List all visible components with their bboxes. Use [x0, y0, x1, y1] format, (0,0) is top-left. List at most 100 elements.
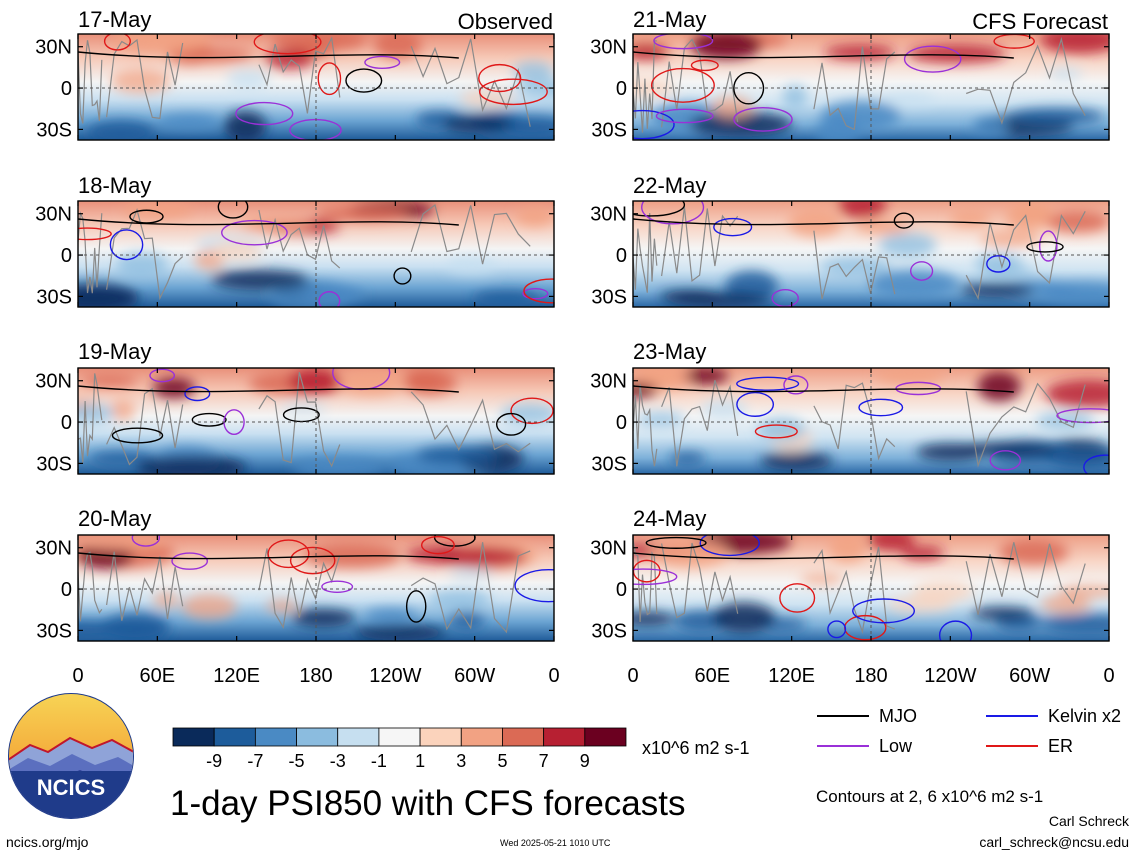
colorbar-swatch	[296, 727, 339, 747]
panel-date: 20-May	[78, 506, 151, 531]
map-panel	[77, 33, 555, 141]
map-panel	[632, 367, 1110, 475]
legend-item: ER	[986, 736, 1073, 756]
panel-date: 23-May	[633, 339, 706, 364]
latitude-label: 30N	[35, 37, 72, 59]
panel-date: 19-May	[78, 339, 151, 364]
website-link[interactable]: ncics.org/mjo	[6, 834, 89, 850]
colorbar-tick-label: 9	[580, 751, 590, 771]
panel-date: 17-May	[78, 7, 151, 32]
longitude-label: 0	[548, 665, 559, 687]
latitude-label: 0	[616, 579, 627, 601]
latitude-label: 30S	[36, 119, 72, 141]
longitude-label: 180	[854, 665, 887, 687]
longitude-label: 120W	[924, 665, 976, 687]
wave-contours	[633, 201, 1064, 307]
longitude-label: 0	[1103, 665, 1114, 687]
wave-contours	[78, 535, 554, 623]
colorbar-swatch	[337, 727, 380, 747]
legend-label: Kelvin x2	[1048, 706, 1121, 726]
longitude-labels: 0 60E 120E 180 120W 60W 0 0 60E 120E 180 120W 60W 0	[72, 665, 1114, 687]
latitude-label: 30S	[591, 119, 627, 141]
legend-label: MJO	[879, 706, 917, 726]
longitude-label: 60W	[454, 665, 495, 687]
latitude-label: 30S	[591, 453, 627, 475]
longitude-label: 60W	[1009, 665, 1050, 687]
map-panel	[77, 367, 555, 475]
field-anomalies	[78, 201, 554, 307]
latitude-label: 0	[616, 245, 627, 267]
map-panel	[632, 33, 1110, 141]
colorbar-tick-label: 5	[497, 751, 507, 771]
coastlines	[633, 380, 1086, 468]
longitude-label: 120W	[369, 665, 421, 687]
colorbar-swatch	[213, 727, 256, 747]
latitude-label: 0	[61, 245, 72, 267]
latitude-label: 0	[61, 78, 72, 100]
forecast-panels	[632, 33, 1110, 642]
latitude-label: 30S	[36, 286, 72, 308]
panel-date: 21-May	[633, 7, 706, 32]
latitude-label: 0	[616, 78, 627, 100]
field-anomalies	[87, 34, 554, 140]
longitude-label: 60E	[695, 665, 731, 687]
legend-label: Low	[879, 736, 913, 756]
observed-panels	[77, 33, 555, 642]
timestamp: Wed 2025-05-21 1010 UTC	[500, 838, 611, 848]
latitude-label: 30N	[35, 371, 72, 393]
coastlines	[78, 372, 531, 468]
colorbar-swatch	[584, 727, 627, 747]
longitude-label: 120E	[768, 665, 815, 687]
colorbar-swatch	[543, 727, 586, 747]
longitude-label: 0	[72, 665, 83, 687]
latitude-label: 30N	[35, 538, 72, 560]
longitude-label: 180	[299, 665, 332, 687]
field-anomalies	[633, 368, 1109, 471]
field-anomalies	[659, 201, 1109, 307]
field-anomalies	[633, 535, 1109, 635]
latitude-label: 30S	[591, 286, 627, 308]
latitude-label: 30N	[590, 371, 627, 393]
contours-note: Contours at 2, 6 x10^6 m2 s-1	[816, 787, 1044, 806]
contour-legend: MJO Kelvin x2 Low ER	[817, 706, 1121, 756]
wave-contours	[78, 201, 554, 307]
colorbar-tick-label: -7	[247, 751, 263, 771]
legend-label: ER	[1048, 736, 1073, 756]
colorbar-swatch	[254, 727, 297, 747]
colorbar-swatch	[502, 727, 545, 747]
colorbar-tick-label: -3	[330, 751, 346, 771]
colorbar-tick-label: 7	[539, 751, 549, 771]
coastlines	[633, 539, 1086, 635]
wave-contours	[78, 34, 548, 140]
latitude-label: 30S	[36, 620, 72, 642]
map-panel	[77, 534, 555, 642]
map-panel	[632, 200, 1110, 308]
panel-headers: 17-May Observed 18-May 19-May 20-May 21-…	[78, 7, 1108, 531]
latitude-labels: 30N 0 30S 30N 0 30S 30N 0 30S 30N 0 30S 30N 0 30S 30N 0 3…	[35, 37, 627, 643]
longitude-label: 120E	[213, 665, 260, 687]
wave-contours	[633, 535, 1014, 641]
latitude-label: 30S	[591, 620, 627, 642]
map-panel	[632, 534, 1110, 642]
longitude-label: 60E	[140, 665, 176, 687]
colorbar-units: x10^6 m2 s-1	[642, 738, 750, 758]
coastlines	[78, 36, 531, 127]
colorbar: -9 -7 -5 -3 -1 1 3 5 7 9	[172, 727, 627, 771]
latitude-label: 30N	[590, 37, 627, 59]
latitude-label: 30N	[590, 538, 627, 560]
latitude-label: 30S	[36, 453, 72, 475]
legend-item: MJO	[817, 706, 917, 726]
panel-date: 24-May	[633, 506, 706, 531]
colorbar-swatch	[172, 727, 215, 747]
map-panel	[77, 200, 555, 308]
colorbar-tick-label: -1	[371, 751, 387, 771]
author-email[interactable]: carl_schreck@ncsu.edu	[979, 834, 1129, 850]
panel-type-label: Observed	[458, 9, 553, 34]
wave-contours	[78, 368, 554, 444]
legend-item: Kelvin x2	[986, 706, 1121, 726]
panel-type-label: CFS Forecast	[972, 9, 1108, 34]
latitude-label: 0	[61, 412, 72, 434]
colorbar-swatch	[378, 727, 421, 747]
panel-date: 18-May	[78, 173, 151, 198]
colorbar-tick-label: -5	[289, 751, 305, 771]
